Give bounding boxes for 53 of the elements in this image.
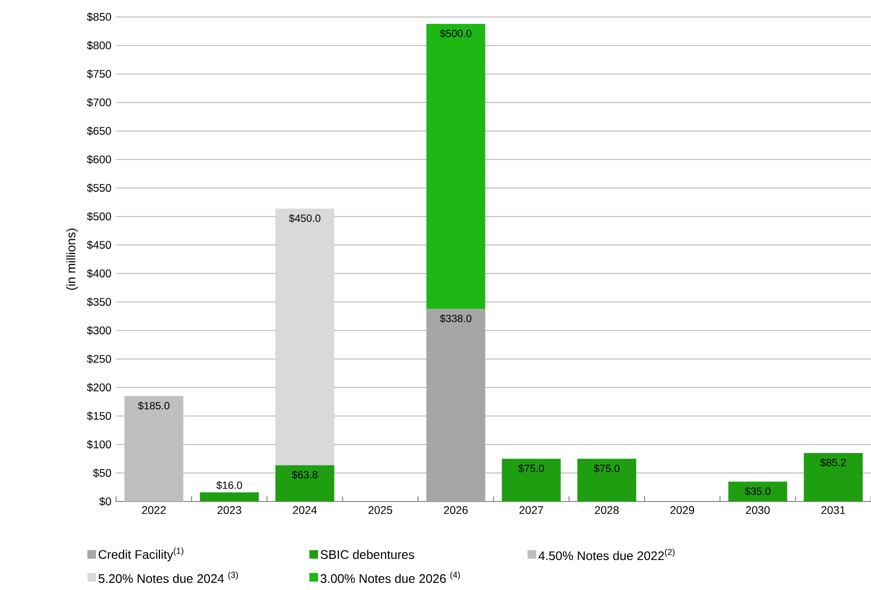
y-tick-label: $500	[86, 212, 112, 221]
x-tick-label: 2031	[821, 506, 846, 514]
x-tick-label: 2024	[293, 506, 317, 514]
y-tick-label: $400	[86, 268, 112, 278]
x-tick-label: 2023	[218, 506, 242, 514]
y-tick-label: $850	[86, 12, 112, 22]
bar	[275, 208, 334, 465]
y-tick-label: $150	[86, 411, 112, 420]
x-tick-label: 2027	[520, 506, 544, 514]
data-label: $338.0	[440, 314, 472, 323]
legend-label: Credit Facility$^{(1)}$	[98, 547, 184, 562]
y-tick-label: $50	[93, 468, 112, 478]
bar	[577, 458, 636, 502]
y-tick-label: $550	[86, 183, 112, 192]
bar	[426, 24, 486, 309]
data-label: $185.0	[138, 401, 170, 410]
bar	[502, 458, 561, 502]
data-label: $75.0	[594, 464, 620, 473]
bar	[728, 481, 788, 502]
y-tick-label: $100	[86, 440, 112, 449]
y-tick-label: $450	[86, 240, 112, 250]
x-tick-label: 2029	[670, 506, 694, 514]
data-label: $500.0	[440, 29, 472, 38]
y-tick-label: $700	[86, 98, 112, 107]
data-label: $75.0	[518, 464, 544, 473]
y-tick-label: $250	[86, 354, 112, 364]
y-tick-label: $200	[86, 382, 112, 392]
data-label: $63.8	[292, 470, 318, 479]
legend-label: 5.20% Notes due 2024 $^{(3)}$	[98, 571, 238, 583]
data-label: $85.2	[820, 458, 846, 467]
x-tick-label: 2022	[142, 506, 166, 514]
bar	[426, 308, 486, 502]
y-tick-label: $650	[86, 126, 112, 136]
bar	[200, 492, 259, 502]
x-tick-label: 2026	[444, 506, 468, 514]
legend-label: 4.50% Notes due 2022$^{(2)}$	[538, 548, 675, 560]
y-tick-label: $750	[86, 69, 112, 78]
y-tick-label: $800	[86, 40, 112, 50]
legend-label: 3.00% Notes due 2026 $^{(4)}$	[320, 571, 460, 583]
data-label: $450.0	[288, 214, 320, 222]
y-axis-title: (in millions)	[66, 228, 78, 290]
y-tick-label: $600	[86, 154, 112, 164]
y-tick-label: $300	[86, 326, 112, 335]
y-tick-label: $350	[86, 297, 112, 306]
data-label: $35.0	[744, 486, 770, 496]
x-tick-label: 2030	[746, 506, 770, 514]
x-tick-label: 2025	[368, 506, 392, 514]
y-tick-label: $0	[99, 496, 112, 506]
legend-label: SBIC debentures	[320, 550, 414, 559]
x-tick-label: 2028	[594, 506, 619, 514]
bar	[275, 464, 334, 502]
data-label: $16.0	[216, 480, 242, 490]
bar	[804, 452, 863, 502]
